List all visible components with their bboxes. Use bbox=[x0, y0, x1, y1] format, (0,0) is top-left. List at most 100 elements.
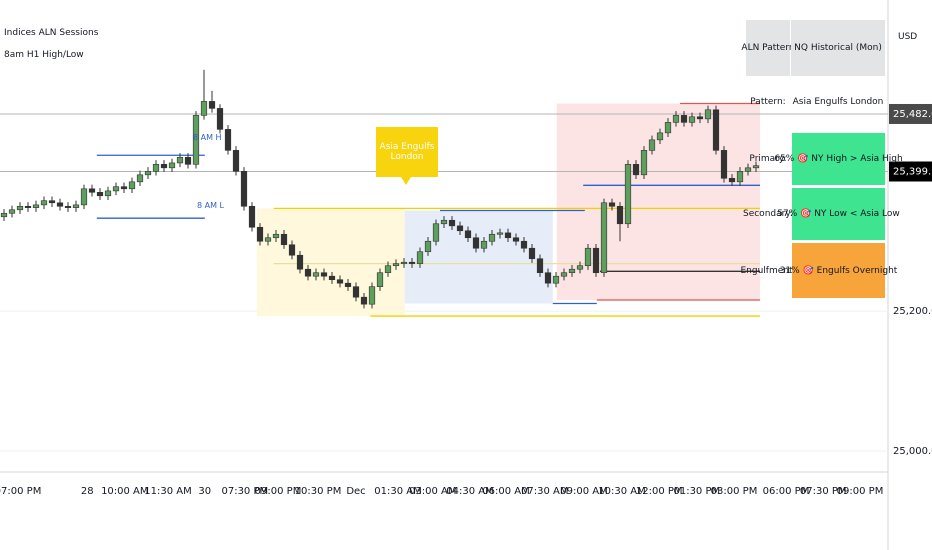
candle-body bbox=[240, 171, 248, 207]
x-tick-label: 06:00 PM bbox=[763, 486, 810, 497]
table-cell: 65% 🎯 NY High > Asia High bbox=[774, 133, 903, 185]
candle-body bbox=[608, 202, 616, 207]
x-tick-label: 01:30 PM bbox=[673, 486, 720, 497]
candle-body bbox=[352, 286, 360, 298]
candle-body bbox=[40, 200, 48, 206]
candle-body bbox=[560, 272, 568, 277]
table-header: ALN Pattern bbox=[741, 20, 795, 76]
candle-body bbox=[136, 174, 144, 183]
candle-body bbox=[536, 258, 544, 274]
x-tick-label: 07:00 PM bbox=[0, 486, 41, 497]
candle-body bbox=[416, 251, 424, 264]
x-tick-label: 07:30 PM bbox=[800, 486, 847, 497]
candle-body bbox=[504, 232, 512, 239]
candle-body bbox=[280, 233, 288, 246]
x-tick-label: 09:00 PM bbox=[255, 486, 302, 497]
candle-body bbox=[312, 272, 320, 277]
price-label-box bbox=[889, 161, 932, 182]
table-cell: Pattern: bbox=[750, 97, 786, 107]
candle-body bbox=[80, 188, 88, 206]
candle-body bbox=[128, 181, 136, 190]
candle-body bbox=[16, 205, 24, 211]
candle-body bbox=[160, 164, 168, 169]
candle-body bbox=[616, 205, 624, 225]
candle-body bbox=[688, 116, 696, 123]
x-tick-label: 10:30 PM bbox=[295, 486, 342, 497]
table-header: NQ Historical (Mon) bbox=[791, 20, 885, 76]
candle-body bbox=[432, 223, 440, 242]
currency-label: USD bbox=[898, 32, 918, 42]
x-tick-label: 11:30 AM bbox=[144, 486, 191, 497]
table-cell: Engulfment: bbox=[740, 265, 796, 276]
candle-body bbox=[632, 164, 640, 176]
candle-body bbox=[376, 272, 384, 287]
candle-body bbox=[184, 157, 192, 165]
callout: Asia Engulfs London bbox=[376, 127, 438, 185]
candle-body bbox=[360, 296, 368, 305]
candle-body bbox=[152, 164, 160, 172]
candle-body bbox=[496, 232, 504, 235]
candle-body bbox=[704, 109, 712, 120]
candle-body bbox=[272, 233, 280, 239]
price-label: 25,482.00 bbox=[893, 109, 932, 120]
x-tick-label: Dec bbox=[346, 486, 365, 497]
candle-body bbox=[0, 212, 8, 218]
candle-body bbox=[8, 209, 16, 214]
candle-body bbox=[248, 205, 256, 228]
x-tick-label: 01:30 AM bbox=[374, 486, 421, 497]
candle-body bbox=[744, 167, 752, 172]
x-tick-label: 09:00 AM bbox=[560, 486, 607, 497]
candle-body bbox=[552, 275, 560, 284]
candle-body bbox=[456, 225, 464, 232]
candle-body bbox=[488, 233, 496, 242]
candle-body bbox=[24, 205, 32, 208]
x-tick-label: 03:00 PM bbox=[711, 486, 758, 497]
candle-body bbox=[576, 265, 584, 270]
candle-body bbox=[288, 244, 296, 256]
candle-body bbox=[440, 219, 448, 225]
candle-body bbox=[400, 261, 408, 264]
annotation: 8 AM L bbox=[197, 201, 225, 210]
x-tick-label: 07:30 AM bbox=[521, 486, 568, 497]
candle-body bbox=[296, 254, 304, 270]
candle-body bbox=[328, 275, 336, 281]
candle-body bbox=[712, 109, 720, 151]
candle-body bbox=[600, 202, 608, 274]
candle-body bbox=[392, 263, 400, 267]
candle-body bbox=[336, 279, 344, 284]
candle-body bbox=[512, 237, 520, 242]
x-tick-label: 28 bbox=[81, 486, 94, 497]
table-cell: Primary: bbox=[749, 154, 787, 164]
price-label-box bbox=[889, 103, 932, 124]
x-tick-label: 30 bbox=[198, 486, 211, 497]
candle-body bbox=[168, 162, 176, 169]
table-cell: 31% 🎯 Engulfs Overnight bbox=[780, 243, 897, 298]
annotation: 8 AM H bbox=[193, 133, 222, 142]
table-cell: 57% 🎯 NY Low < Asia Low bbox=[777, 188, 900, 240]
candle-body bbox=[528, 247, 536, 260]
candle-body bbox=[672, 115, 680, 123]
candle-body bbox=[144, 171, 152, 176]
session-zone bbox=[256, 208, 405, 317]
candle-body bbox=[568, 268, 576, 274]
candle-body bbox=[112, 186, 120, 192]
x-tick-label: 09:00 PM bbox=[837, 486, 884, 497]
candle-body bbox=[320, 272, 328, 277]
candle-body bbox=[192, 115, 200, 165]
candle-body bbox=[304, 268, 312, 277]
candle-body bbox=[728, 178, 736, 183]
candle-body bbox=[624, 164, 632, 225]
candle-body bbox=[480, 240, 488, 249]
candle-body bbox=[656, 132, 664, 141]
candle-body bbox=[592, 247, 600, 274]
x-tick-label: 10:00 AM bbox=[101, 486, 148, 497]
candle-body bbox=[256, 226, 264, 242]
candle-body bbox=[120, 186, 128, 190]
table-cell: Asia Engulfs London bbox=[792, 97, 884, 107]
candle-body bbox=[424, 240, 432, 253]
candle-body bbox=[520, 240, 528, 249]
candle-body bbox=[680, 115, 688, 123]
candle-body bbox=[72, 204, 80, 208]
